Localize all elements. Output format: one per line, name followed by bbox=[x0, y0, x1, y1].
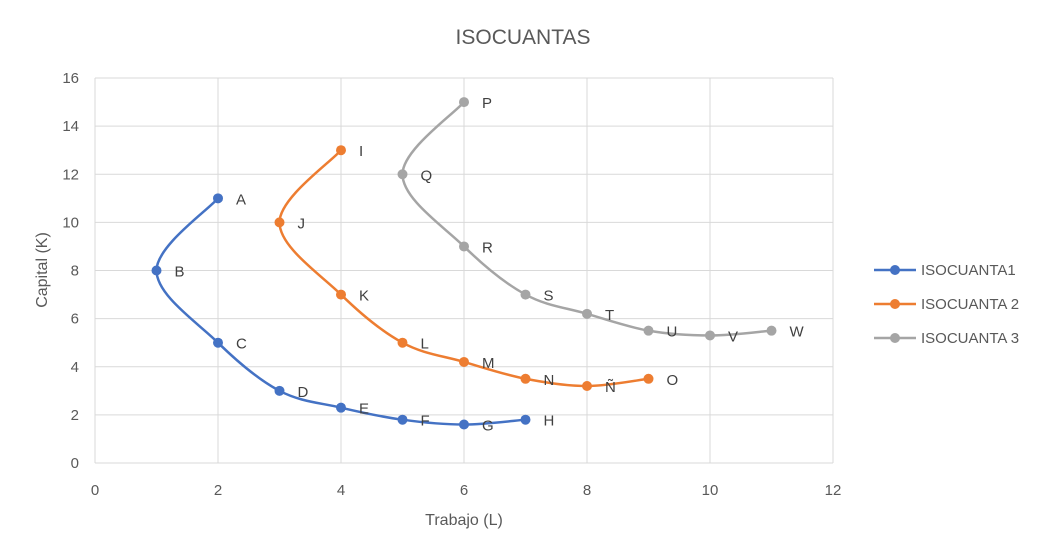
y-tick-label: 16 bbox=[62, 70, 79, 87]
point-label-L: L bbox=[421, 336, 429, 353]
point-label-J: J bbox=[298, 215, 306, 232]
x-axis-label: Trabajo (L) bbox=[425, 512, 503, 529]
legend-item-1: ISOCUANTA1 bbox=[874, 262, 1016, 279]
point-label-K: K bbox=[359, 288, 369, 305]
x-tick-label: 10 bbox=[702, 482, 719, 499]
series-2: I J K L M N Ñ O bbox=[274, 143, 679, 396]
point-label-R: R bbox=[482, 239, 493, 256]
point-label-O: O bbox=[667, 372, 679, 389]
data-point-A bbox=[213, 193, 223, 204]
legend-label: ISOCUANTA 2 bbox=[921, 296, 1019, 313]
legend-swatch-marker bbox=[890, 265, 900, 275]
point-label-W: W bbox=[790, 324, 805, 341]
data-point-C bbox=[213, 337, 223, 348]
tick-labels: 0 2 4 6 8 10 12 14 16 0 2 4 6 8 10 12 bbox=[62, 70, 841, 499]
point-label-E: E bbox=[359, 401, 369, 418]
data-point-D bbox=[274, 385, 285, 396]
y-tick-label: 6 bbox=[71, 311, 79, 328]
point-label-G: G bbox=[482, 418, 494, 435]
data-point-B bbox=[151, 265, 162, 276]
data-point-J bbox=[274, 217, 285, 228]
y-tick-label: 14 bbox=[62, 118, 79, 135]
x-tick-label: 2 bbox=[214, 482, 222, 499]
data-point-R bbox=[459, 241, 469, 252]
data-point-I bbox=[336, 145, 346, 156]
legend-label: ISOCUANTA1 bbox=[921, 262, 1016, 279]
data-point-P bbox=[459, 97, 469, 108]
point-label-A: A bbox=[236, 191, 246, 208]
point-label-Ñ: Ñ bbox=[605, 379, 616, 396]
legend-swatch-marker bbox=[890, 299, 900, 309]
data-point-Ñ bbox=[582, 381, 592, 391]
data-point-F bbox=[397, 414, 408, 425]
grid bbox=[94, 77, 834, 464]
data-point-O bbox=[643, 373, 654, 384]
point-label-I: I bbox=[359, 143, 363, 160]
data-point-H bbox=[520, 414, 531, 425]
data-point-U bbox=[643, 325, 654, 336]
series-3: P Q R S T U V W bbox=[397, 95, 805, 345]
y-tick-label: 8 bbox=[71, 263, 79, 280]
point-label-V: V bbox=[728, 328, 738, 345]
y-tick-label: 10 bbox=[62, 214, 79, 231]
data-point-E bbox=[336, 402, 346, 413]
data-point-G bbox=[459, 419, 469, 430]
point-label-H: H bbox=[544, 413, 555, 430]
x-tick-label: 0 bbox=[91, 482, 99, 499]
point-label-C: C bbox=[236, 336, 247, 353]
point-label-U: U bbox=[667, 324, 678, 341]
point-label-N: N bbox=[544, 372, 555, 389]
y-tick-label: 12 bbox=[62, 166, 79, 183]
data-point-V bbox=[705, 330, 715, 341]
y-tick-label: 0 bbox=[71, 455, 79, 472]
legend-swatch-marker bbox=[890, 333, 900, 343]
data-point-Q bbox=[397, 169, 408, 180]
point-label-P: P bbox=[482, 95, 492, 112]
y-tick-label: 2 bbox=[71, 407, 79, 424]
x-tick-label: 8 bbox=[583, 482, 591, 499]
legend-label: ISOCUANTA 3 bbox=[921, 330, 1019, 347]
legend-item-3: ISOCUANTA 3 bbox=[874, 330, 1019, 347]
data-point-L bbox=[397, 337, 408, 348]
point-label-Q: Q bbox=[421, 167, 433, 184]
y-axis-label: Capital (K) bbox=[34, 232, 51, 308]
data-point-M bbox=[459, 356, 469, 367]
point-label-D: D bbox=[298, 384, 309, 401]
legend: ISOCUANTA1 ISOCUANTA 2 ISOCUANTA 3 bbox=[874, 262, 1019, 347]
y-tick-label: 4 bbox=[71, 359, 79, 376]
x-tick-label: 4 bbox=[337, 482, 345, 499]
point-label-B: B bbox=[175, 264, 185, 281]
data-point-S bbox=[520, 289, 531, 300]
data-point-W bbox=[766, 325, 777, 336]
chart-title: ISOCUANTAS bbox=[456, 26, 591, 49]
point-label-T: T bbox=[605, 307, 614, 324]
data-point-T bbox=[582, 308, 592, 319]
series-1: A B C D E F G H bbox=[151, 191, 555, 435]
x-tick-label: 6 bbox=[460, 482, 468, 499]
point-label-F: F bbox=[421, 413, 430, 430]
legend-item-2: ISOCUANTA 2 bbox=[874, 296, 1019, 313]
x-tick-label: 12 bbox=[825, 482, 842, 499]
series-layer: A B C D E F G H I J K L M N Ñ O P Q R S T U V W bbox=[151, 95, 805, 435]
point-label-S: S bbox=[544, 288, 554, 305]
data-point-K bbox=[336, 289, 346, 300]
point-label-M: M bbox=[482, 355, 495, 372]
data-point-N bbox=[520, 373, 531, 384]
